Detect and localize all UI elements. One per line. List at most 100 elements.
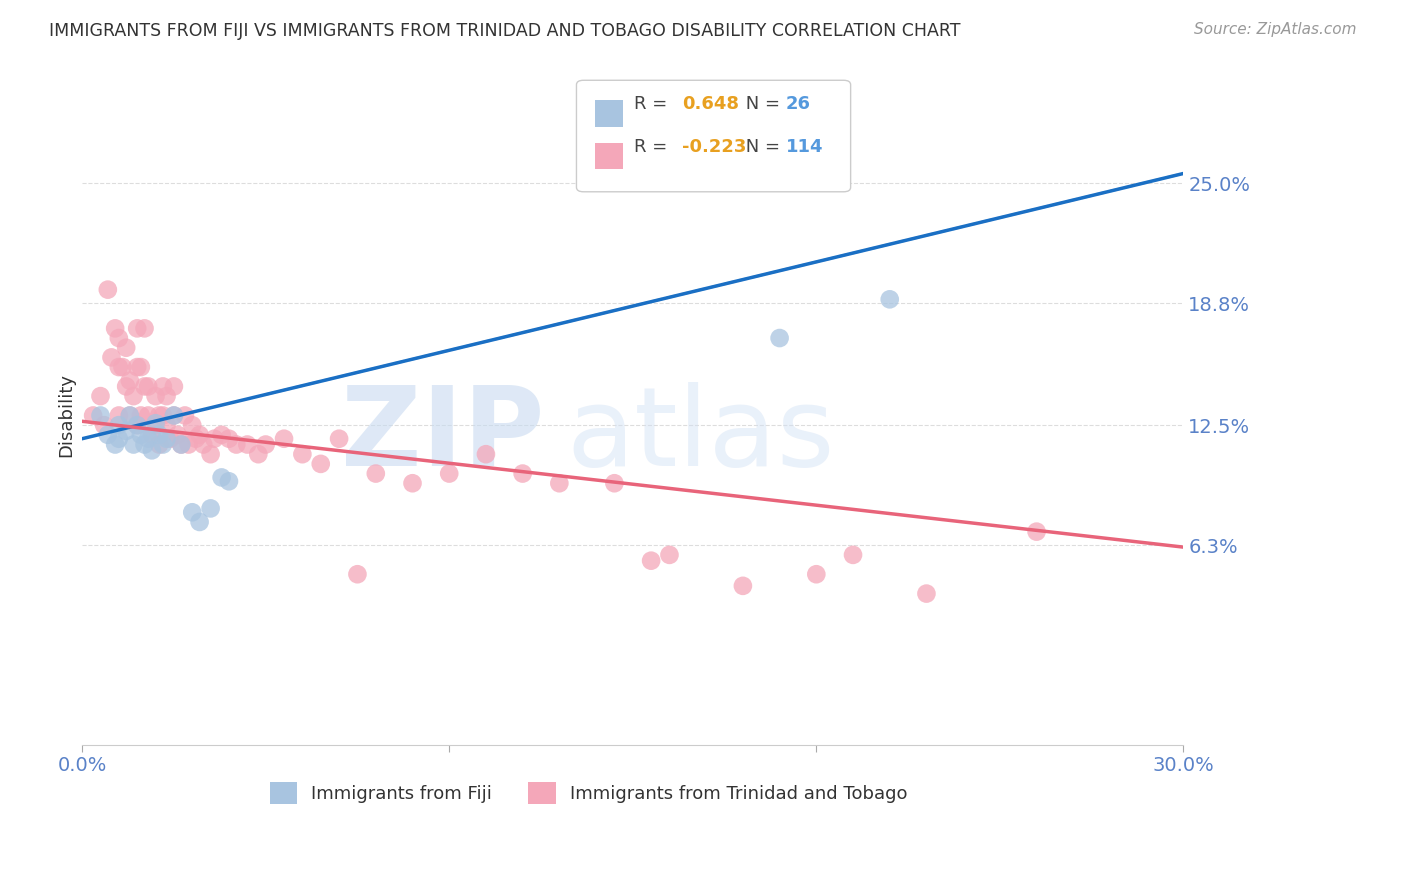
Point — [202, 432, 225, 446]
Point — [548, 476, 571, 491]
Point — [236, 437, 259, 451]
Point — [97, 427, 120, 442]
Point — [141, 427, 163, 442]
Point — [136, 409, 159, 423]
Point — [104, 437, 127, 451]
Point — [115, 341, 138, 355]
Point — [89, 389, 111, 403]
Point — [218, 432, 240, 446]
Point — [188, 515, 211, 529]
Text: N =: N = — [740, 95, 786, 113]
Point — [247, 447, 270, 461]
Point — [200, 447, 222, 461]
Point — [145, 418, 167, 433]
Text: ZIP: ZIP — [342, 382, 544, 489]
Point — [177, 437, 200, 451]
Point — [148, 437, 170, 451]
Point — [218, 475, 240, 489]
Point — [108, 432, 131, 446]
Point — [512, 467, 534, 481]
Point — [93, 418, 115, 433]
Point — [364, 467, 387, 481]
Point — [129, 360, 152, 375]
Point — [181, 418, 204, 433]
Point — [254, 437, 277, 451]
Point — [163, 409, 186, 423]
Point — [127, 360, 149, 375]
Point — [273, 432, 295, 446]
Legend: Immigrants from Fiji, Immigrants from Trinidad and Tobago: Immigrants from Fiji, Immigrants from Tr… — [263, 775, 915, 811]
Point — [401, 476, 423, 491]
Point — [108, 418, 131, 433]
Point — [97, 283, 120, 297]
Point — [108, 409, 131, 423]
Point — [200, 501, 222, 516]
Text: 26: 26 — [786, 95, 811, 113]
Point — [118, 374, 141, 388]
Point — [193, 437, 215, 451]
Point — [439, 467, 461, 481]
Point — [118, 409, 141, 423]
Point — [188, 427, 211, 442]
Point — [163, 379, 186, 393]
Point — [108, 331, 131, 345]
Text: 114: 114 — [786, 138, 824, 156]
Text: R =: R = — [634, 138, 679, 156]
Point — [136, 379, 159, 393]
Point — [148, 427, 170, 442]
Y-axis label: Disability: Disability — [58, 374, 75, 458]
Point — [640, 554, 662, 568]
Point — [184, 432, 207, 446]
Point — [100, 351, 122, 365]
Point — [111, 360, 134, 375]
Point — [129, 427, 152, 442]
Point — [152, 409, 174, 423]
Point — [145, 389, 167, 403]
Point — [122, 389, 145, 403]
Point — [129, 409, 152, 423]
Point — [108, 360, 131, 375]
Point — [159, 432, 181, 446]
Text: Source: ZipAtlas.com: Source: ZipAtlas.com — [1194, 22, 1357, 37]
Point — [134, 321, 156, 335]
Point — [163, 409, 186, 423]
Point — [134, 437, 156, 451]
Text: atlas: atlas — [567, 382, 835, 489]
Point — [155, 432, 177, 446]
Text: IMMIGRANTS FROM FIJI VS IMMIGRANTS FROM TRINIDAD AND TOBAGO DISABILITY CORRELATI: IMMIGRANTS FROM FIJI VS IMMIGRANTS FROM … — [49, 22, 960, 40]
Point — [141, 443, 163, 458]
Point — [155, 389, 177, 403]
Point — [658, 548, 681, 562]
Point — [104, 321, 127, 335]
Point — [768, 331, 790, 345]
Point — [225, 437, 247, 451]
Point — [211, 427, 233, 442]
Point — [82, 409, 104, 423]
Point — [328, 432, 350, 446]
Point — [346, 567, 368, 582]
Point — [170, 437, 193, 451]
Point — [127, 321, 149, 335]
Point — [155, 418, 177, 433]
Point — [291, 447, 314, 461]
Point — [879, 293, 901, 307]
Point — [134, 379, 156, 393]
Point — [731, 579, 754, 593]
Point — [309, 457, 332, 471]
Text: 0.648: 0.648 — [682, 95, 740, 113]
Point — [127, 418, 149, 433]
Point — [475, 447, 498, 461]
Point — [115, 379, 138, 393]
Point — [842, 548, 865, 562]
Point — [145, 416, 167, 430]
Point — [122, 437, 145, 451]
Text: N =: N = — [740, 138, 786, 156]
Point — [211, 470, 233, 484]
Point — [152, 379, 174, 393]
Point — [603, 476, 626, 491]
Point — [170, 437, 193, 451]
Point — [118, 409, 141, 423]
Point — [915, 586, 938, 600]
Point — [127, 418, 149, 433]
Point — [174, 409, 197, 423]
